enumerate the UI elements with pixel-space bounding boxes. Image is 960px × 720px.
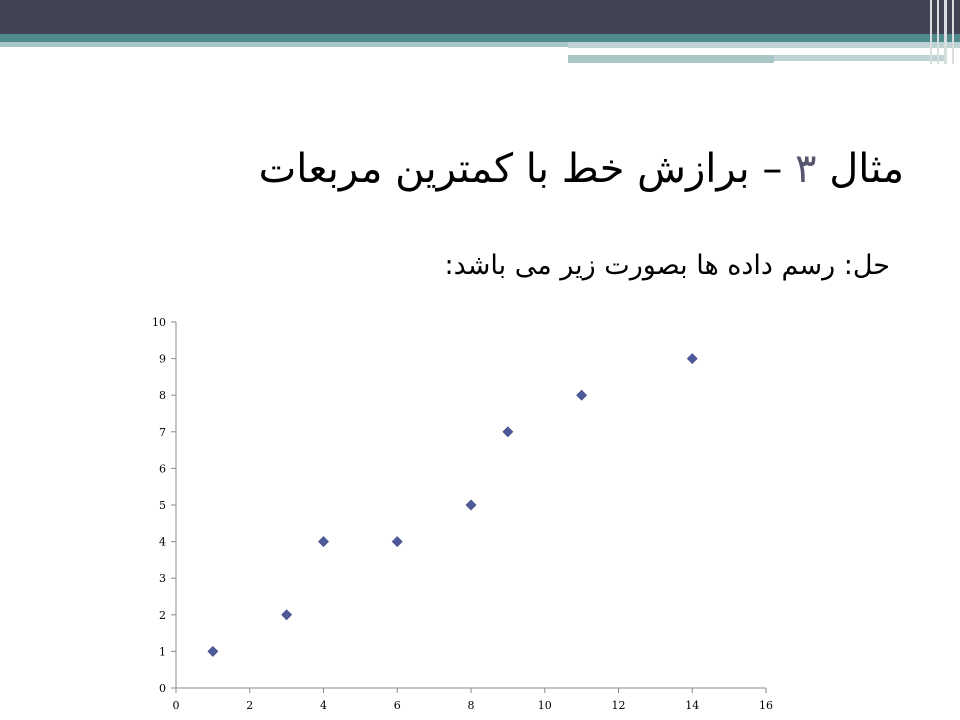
x-tick-label: 0 bbox=[173, 699, 180, 712]
header-band-light bbox=[0, 42, 568, 47]
header-band-right-lower-end bbox=[774, 55, 944, 61]
y-tick-label: 4 bbox=[159, 536, 166, 549]
slide-title: مثال ۳ – برازش خط با کمترین مربعات bbox=[258, 146, 904, 192]
y-tick-label: 8 bbox=[159, 389, 166, 402]
data-point bbox=[281, 609, 293, 621]
data-point bbox=[391, 536, 403, 548]
y-tick-label: 1 bbox=[159, 645, 166, 658]
y-tick-label: 10 bbox=[152, 316, 166, 329]
x-tick-label: 6 bbox=[394, 699, 401, 712]
header-band-right-upper bbox=[568, 42, 960, 48]
data-point bbox=[318, 536, 329, 548]
y-tick-label: 3 bbox=[159, 572, 166, 585]
y-tick-label: 9 bbox=[159, 353, 166, 366]
x-tick-label: 2 bbox=[246, 699, 253, 712]
data-point bbox=[502, 426, 514, 438]
y-tick-label: 7 bbox=[159, 426, 166, 439]
header-band-teal bbox=[0, 34, 960, 42]
x-tick-label: 8 bbox=[468, 699, 475, 712]
y-tick-label: 0 bbox=[159, 682, 166, 695]
x-tick-label: 14 bbox=[685, 699, 699, 712]
x-tick-label: 10 bbox=[538, 699, 552, 712]
y-tick-label: 6 bbox=[159, 462, 166, 475]
x-tick-label: 12 bbox=[612, 699, 626, 712]
data-point bbox=[576, 389, 588, 401]
header-band-right-lower bbox=[568, 55, 774, 63]
y-tick-label: 5 bbox=[159, 499, 166, 512]
header-vertical-line bbox=[937, 0, 939, 64]
header-vertical-line bbox=[944, 0, 947, 64]
header-vertical-line bbox=[930, 0, 932, 64]
data-point bbox=[686, 353, 698, 365]
x-tick-label: 4 bbox=[320, 699, 327, 712]
title-number: ۳ bbox=[795, 146, 817, 192]
data-point bbox=[465, 499, 477, 511]
header-vertical-line bbox=[952, 0, 954, 64]
slide-subtitle: حل: رسم داده ها بصورت زیر می باشد: bbox=[444, 250, 891, 281]
header-band-white-strip bbox=[568, 50, 888, 53]
x-tick-label: 16 bbox=[759, 699, 773, 712]
data-point bbox=[207, 645, 219, 657]
y-tick-label: 2 bbox=[159, 609, 166, 622]
header-band-dark bbox=[0, 0, 960, 34]
